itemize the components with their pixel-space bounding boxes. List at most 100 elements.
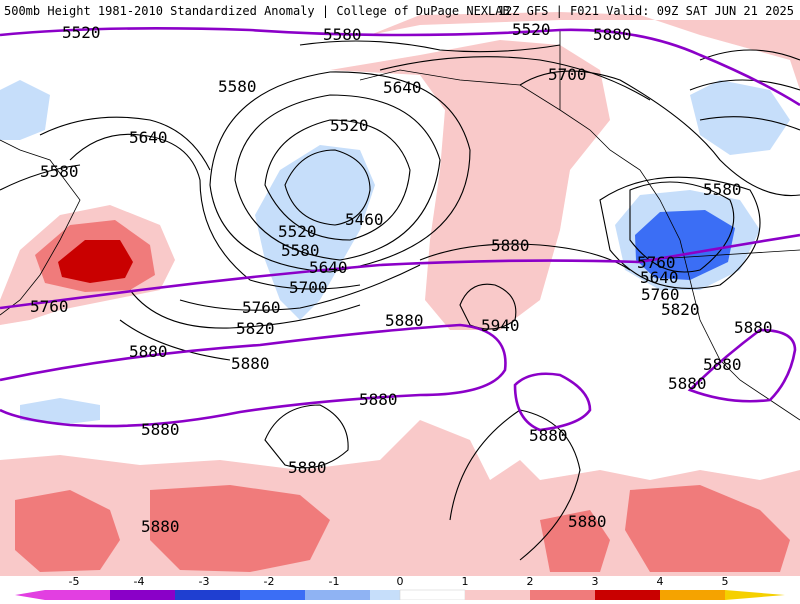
colorbar-segment: [530, 590, 595, 600]
colorbar-segment: [240, 590, 305, 600]
contour-5700-a: [69, 133, 361, 290]
contour-5700-b: [519, 70, 800, 197]
contour-label: 5640: [383, 78, 422, 97]
colorbar-label: -1: [329, 575, 340, 588]
purple-contour-5760: [0, 233, 800, 310]
contour-5760-a: [179, 264, 421, 311]
north-america-west: [659, 199, 800, 421]
colorbar-label: -3: [199, 575, 210, 588]
contour-label: 5640: [640, 268, 679, 287]
purple-contour-5880-b: [513, 372, 592, 432]
colorbar: [15, 589, 785, 601]
contour-label: 5880: [668, 374, 707, 393]
contour-5940: [459, 283, 517, 330]
contour-label: 5760: [242, 298, 281, 317]
purple-contour-label: 5880: [529, 426, 568, 445]
negative-anomaly-northeast: [690, 80, 790, 155]
colorbar-arrow-right: [725, 590, 785, 600]
contour-label: 5580: [703, 180, 742, 199]
colorbar-segment: [660, 590, 725, 600]
model-run-info: 12Z GFS | F021 Valid: 09Z SAT JUN 21 202…: [497, 4, 794, 18]
colorbar-segment: [399, 589, 466, 601]
purple-contour-label: 5520: [512, 20, 551, 39]
contour-label: 5700: [289, 278, 328, 297]
positive-anomaly-south-3: [540, 510, 610, 572]
contour-5580-c: [299, 40, 561, 53]
contour-5880-c: [264, 404, 349, 469]
purple-contour-label: 5880: [734, 318, 773, 337]
colorbar-label: 2: [527, 575, 534, 588]
contour-5640-b: [599, 176, 761, 289]
contour-5640-a: [209, 71, 471, 273]
purple-contour-5880-a: [0, 323, 507, 428]
contour-label: 5580: [323, 25, 362, 44]
colorbar-segment: [465, 590, 530, 600]
contour-label: 5520: [278, 222, 317, 241]
colorbar-label: -5: [69, 575, 80, 588]
colorbar-segment: [45, 590, 110, 600]
contour-label: 5640: [129, 128, 168, 147]
negative-anomaly-south-west: [20, 398, 100, 425]
purple-contour-5520: [0, 27, 800, 107]
contour-5520: [264, 119, 411, 241]
negative-anomaly-west-coast-core: [635, 210, 735, 280]
contour-label: 5880: [141, 517, 180, 536]
purple-contour-label: 5760: [30, 297, 69, 316]
negative-anomaly-bering: [255, 145, 375, 320]
contour-label: 5580: [218, 77, 257, 96]
contour-label: 5700: [548, 65, 587, 84]
height-contours: [0, 40, 800, 561]
negative-anomaly-arctic-west: [0, 80, 50, 140]
positive-anomaly-south-2: [150, 485, 330, 572]
positive-anomaly-west-pacific-3: [58, 240, 133, 283]
contour-5580-d: [0, 164, 81, 191]
contour-label: 5880: [703, 355, 742, 374]
colorbar-label: 1: [462, 575, 469, 588]
colorbar-label: 4: [657, 575, 664, 588]
positive-anomaly-south-1: [15, 490, 120, 572]
contour-labels: 5580 5640 5700 5580 5640 5580 5520 5460 …: [30, 20, 773, 536]
contour-5580-a: [234, 94, 441, 261]
colorbar-segment: [110, 590, 175, 600]
contour-northeast-2: [689, 79, 800, 91]
purple-contour-5880-c: [687, 328, 797, 403]
purple-contour-label: 5880: [359, 390, 398, 409]
contour-5640-c: [379, 56, 651, 101]
coastlines: [0, 30, 800, 421]
contour-label: 5880: [288, 458, 327, 477]
contour-label: 5880: [568, 512, 607, 531]
colorbar-segment: [305, 590, 370, 600]
colorbar-labels: -5 -4 -3 -2 -1 0 1 2 3 4 5: [69, 575, 729, 588]
contour-5580-b: [629, 181, 735, 273]
contour-5820-a: [129, 289, 361, 329]
positive-anomaly-north-pacific: [330, 40, 610, 330]
purple-contour-label: 5880: [385, 311, 424, 330]
contour-label: 5760: [641, 285, 680, 304]
positive-anomaly-south-4: [625, 485, 790, 572]
contour-label: 5580: [281, 241, 320, 260]
colorbar-segment: [175, 590, 240, 600]
contour-label: 5940: [481, 316, 520, 335]
purple-contour-label: 5880: [141, 420, 180, 439]
contour-label: 5460: [345, 210, 384, 229]
colorbar-label: -4: [134, 575, 145, 588]
contour-label: 5640: [309, 258, 348, 277]
siberia-coast: [0, 139, 81, 316]
colorbar-arrow-left: [15, 590, 45, 600]
colorbar-segment: [595, 590, 660, 600]
contour-northeast-1: [699, 49, 800, 61]
colorbar-label: -2: [264, 575, 275, 588]
contour-label: 5880: [593, 25, 632, 44]
colorbar-label: 3: [592, 575, 599, 588]
anomaly-shading: [0, 12, 800, 576]
contour-5880-a: [119, 319, 231, 361]
purple-contour-label: 5520: [62, 23, 101, 42]
colorbar-label: 0: [397, 575, 404, 588]
contour-5460: [284, 149, 371, 226]
contour-label: 5580: [40, 162, 79, 181]
key-contours: [0, 27, 800, 432]
purple-contour-label: 5760: [637, 253, 676, 272]
contour-label: 5820: [661, 300, 700, 319]
